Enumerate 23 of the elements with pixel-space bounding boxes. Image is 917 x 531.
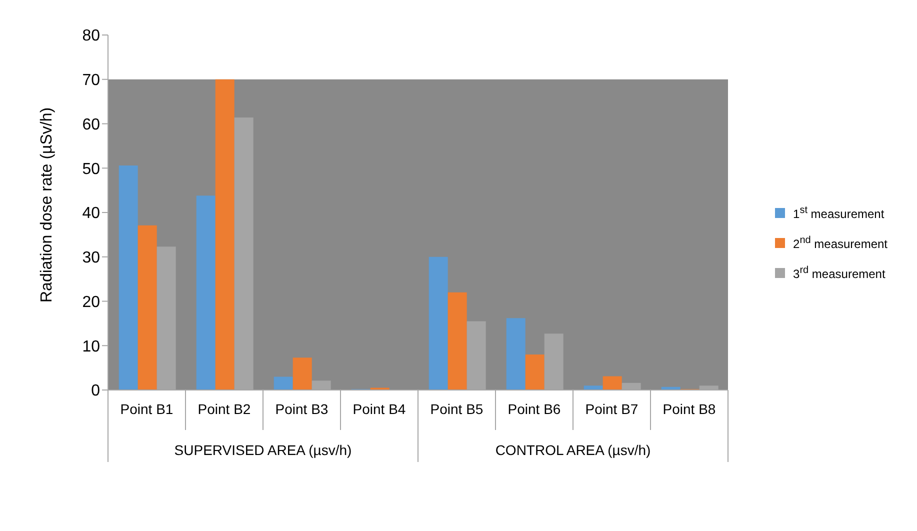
x-tick-label: Point B5 [430, 401, 484, 417]
y-tick-label: 80 [82, 28, 100, 45]
x-tick-label: Point B2 [198, 401, 251, 417]
y-axis-title: Radiation dose rate (µSv/h) [38, 107, 56, 302]
text: CONTROL AREA (µsv/h) [494, 442, 652, 458]
y-tick-label: 10 [82, 338, 100, 356]
x-tick-label: Point B4 [352, 401, 406, 417]
x-tick-label: Point B6 [508, 401, 561, 417]
y-tick-label: 60 [82, 116, 100, 134]
y-tick-label: 70 [82, 72, 100, 90]
x-tick-label: Point B1 [120, 401, 174, 417]
x-tick-label: Point B7 [585, 401, 638, 417]
legend-label: 3$^{rd}$ measurement [793, 265, 886, 281]
y-tick-label: 50 [82, 160, 100, 178]
text: SUPERVISED AREA (µsv/h) [173, 442, 353, 458]
x-tick-label: Point B3 [275, 401, 328, 417]
y-tick-label: 20 [82, 294, 100, 311]
legend-label: 2$^{nd}$ measurement [793, 235, 888, 251]
y-tick-label: 0 [91, 382, 100, 400]
y-tick-label: 40 [82, 205, 100, 222]
legend-label: 1$^{st}$ measurement [793, 205, 884, 221]
y-tick-label: 30 [82, 250, 100, 267]
x-tick-label: Point B8 [662, 401, 716, 417]
